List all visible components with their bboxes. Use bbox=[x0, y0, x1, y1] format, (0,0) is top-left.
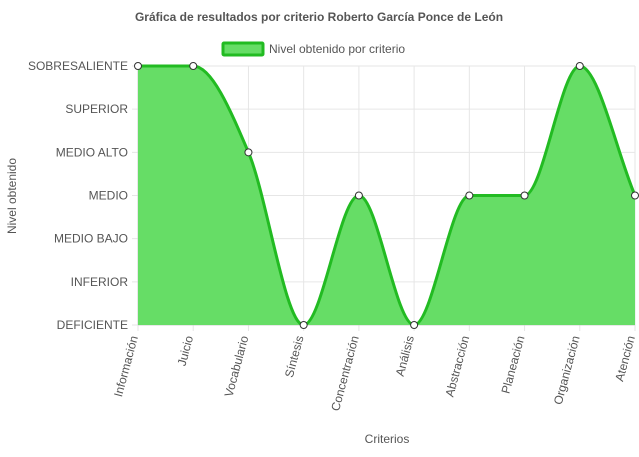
y-tick-label: DEFICIENTE bbox=[57, 318, 128, 332]
y-tick-label: SUPERIOR bbox=[65, 102, 128, 116]
y-tick-label: INFERIOR bbox=[71, 275, 129, 289]
x-tick-label: Organización bbox=[551, 334, 583, 406]
data-point[interactable] bbox=[520, 191, 529, 200]
data-point[interactable] bbox=[631, 191, 639, 200]
x-tick-label: Vocabulario bbox=[222, 334, 252, 399]
y-axis: DEFICIENTE INFERIOR MEDIO BAJO MEDIO MEDIO A… bbox=[28, 59, 128, 332]
y-tick-label: SOBRESALIENTE bbox=[28, 59, 128, 73]
series-area bbox=[138, 66, 635, 325]
x-tick-label: Abstracción bbox=[442, 334, 472, 398]
y-tick-label: MEDIO BAJO bbox=[54, 232, 128, 246]
legend-label: Nivel obtenido por criterio bbox=[269, 42, 405, 56]
x-tick-label: Información bbox=[111, 334, 141, 398]
legend-swatch bbox=[221, 41, 265, 57]
legend[interactable]: Nivel obtenido por criterio bbox=[221, 41, 405, 57]
series-points bbox=[134, 62, 639, 329]
data-point[interactable] bbox=[299, 321, 308, 329]
x-tick-label: Atención bbox=[612, 334, 638, 383]
data-point[interactable] bbox=[134, 62, 142, 70]
data-point[interactable] bbox=[465, 191, 474, 200]
x-tick-label: Síntesis bbox=[282, 334, 307, 379]
y-tick-label: MEDIO ALTO bbox=[56, 145, 128, 159]
data-point[interactable] bbox=[189, 62, 198, 70]
x-axis: Información Juicio Vocabulario Síntesis Conc… bbox=[111, 334, 638, 413]
x-tick-label: Juicio bbox=[175, 334, 197, 368]
data-point[interactable] bbox=[244, 148, 253, 157]
y-axis-title: Nivel obtenido bbox=[5, 158, 19, 234]
x-tick-label: Concentración bbox=[328, 334, 362, 412]
x-axis-title: Criterios bbox=[365, 432, 410, 446]
x-tick-label: Planeación bbox=[499, 334, 528, 395]
data-point[interactable] bbox=[575, 62, 584, 70]
data-point[interactable] bbox=[410, 321, 419, 329]
x-tick-label: Análisis bbox=[393, 334, 417, 378]
data-point[interactable] bbox=[354, 191, 363, 200]
y-tick-label: MEDIO bbox=[89, 189, 128, 203]
series-line bbox=[138, 64, 637, 327]
chart-title: Gráfica de resultados por criterio Rober… bbox=[135, 10, 503, 24]
